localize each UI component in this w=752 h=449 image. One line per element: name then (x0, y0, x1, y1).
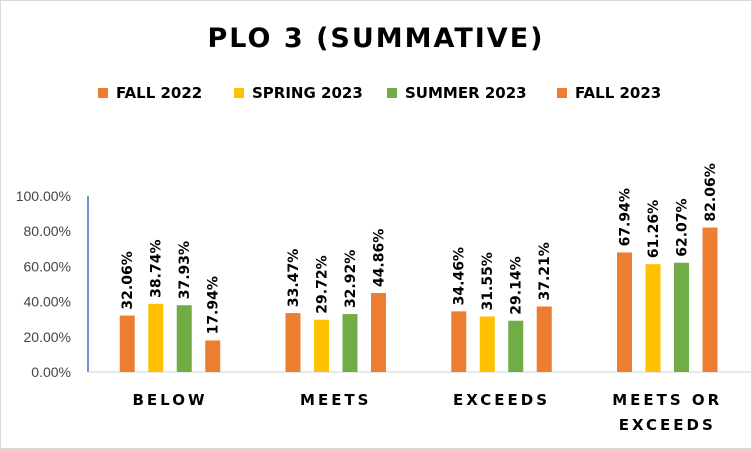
legend-label: FALL 2022 (116, 84, 203, 102)
legend: FALL 2022 SPRING 2023 SUMMER 2023 FALL 2023 (1, 81, 751, 105)
data-label: 32.06% (120, 251, 136, 309)
x-category-label: BELOW (133, 391, 208, 409)
data-label: 29.72% (315, 255, 331, 313)
bar (536, 306, 552, 372)
legend-label: FALL 2023 (575, 84, 662, 102)
x-category-label: MEETS (300, 391, 371, 409)
bar (176, 305, 192, 372)
data-label: 34.46% (452, 247, 468, 305)
legend-swatch (234, 88, 244, 98)
bar (205, 340, 221, 372)
bar (674, 262, 689, 372)
bar (617, 252, 632, 372)
data-label: 62.07% (675, 198, 691, 256)
legend-item: SPRING 2023 (234, 81, 363, 105)
bar (314, 319, 329, 372)
legend-item: SUMMER 2023 (387, 81, 527, 105)
legend-item: FALL 2022 (98, 81, 202, 105)
bar (451, 311, 467, 372)
y-tick-label: 80.00% (24, 223, 71, 239)
y-tick-label: 100.00% (16, 188, 71, 204)
y-tick-label: 40.00% (24, 294, 71, 310)
legend-swatch (98, 88, 108, 98)
data-label: 82.06% (703, 163, 719, 221)
data-label: 37.21% (537, 242, 553, 300)
data-label: 31.55% (480, 252, 496, 310)
legend-label: SUMMER 2023 (405, 84, 527, 102)
y-tick-label: 0.00% (31, 364, 71, 380)
x-category-label: EXCEEDS (453, 391, 550, 409)
y-tick-label: 20.00% (24, 329, 71, 345)
bar (702, 227, 718, 372)
legend-item: FALL 2023 (557, 81, 661, 105)
data-label: 33.47% (286, 249, 302, 307)
chart-title: PLO 3 (SUMMATIVE) (207, 23, 545, 54)
data-label: 32.92% (343, 250, 359, 308)
data-label: 17.94% (206, 276, 222, 334)
data-label: 38.74% (149, 240, 165, 298)
legend-swatch (557, 88, 567, 98)
bar (148, 303, 164, 372)
data-label: 44.86% (372, 229, 388, 287)
bar (119, 315, 135, 372)
bar (508, 320, 524, 372)
bar (479, 316, 495, 372)
legend-label: SPRING 2023 (252, 84, 363, 102)
legend-swatch (387, 88, 397, 98)
bar (645, 264, 661, 372)
y-tick-label: 60.00% (24, 258, 71, 274)
bar (285, 313, 301, 372)
data-label: 67.94% (618, 188, 634, 246)
bar (342, 314, 358, 372)
data-label: 29.14% (509, 256, 525, 314)
data-label: 61.26% (646, 200, 662, 258)
bar (371, 293, 386, 372)
x-category-label: MEETS OR EXCEEDS (612, 391, 722, 434)
data-label: 37.93% (177, 241, 193, 299)
